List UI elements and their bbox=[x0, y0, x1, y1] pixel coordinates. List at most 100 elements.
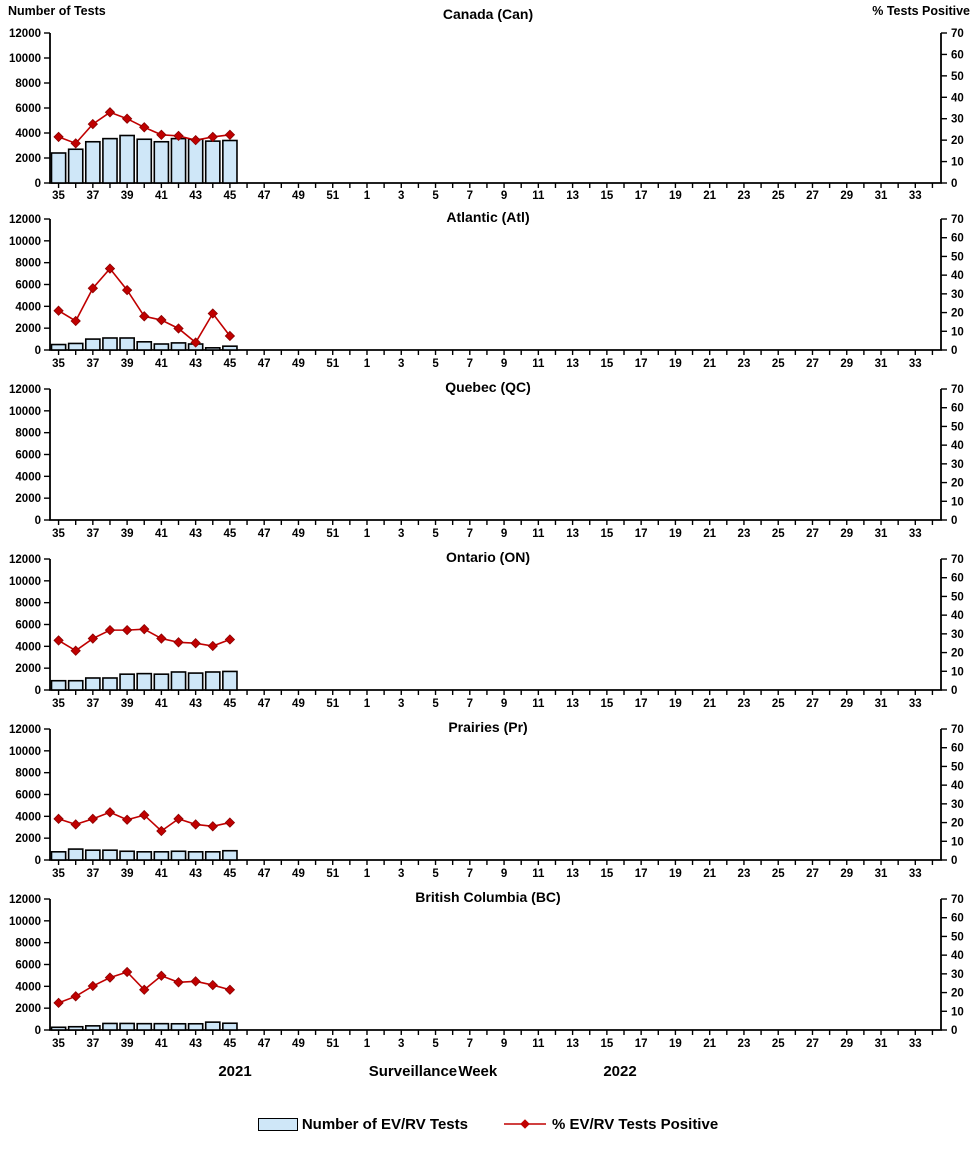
bar-week-40 bbox=[136, 341, 153, 351]
svg-text:9: 9 bbox=[501, 1038, 507, 1050]
svg-text:70: 70 bbox=[951, 384, 964, 396]
svg-text:47: 47 bbox=[258, 528, 271, 540]
x-axis-title: Surveillance Week bbox=[368, 1063, 498, 1080]
svg-text:1: 1 bbox=[364, 528, 371, 540]
bar-week-36 bbox=[67, 1025, 84, 1031]
pct-positive-marker-week-44 bbox=[207, 821, 218, 832]
pct-positive-marker-week-44 bbox=[207, 131, 218, 143]
svg-text:12000: 12000 bbox=[9, 214, 41, 226]
bar-week-41 bbox=[153, 1022, 170, 1031]
svg-text:70: 70 bbox=[951, 214, 964, 226]
pct-positive-marker-week-41 bbox=[156, 314, 167, 326]
svg-text:29: 29 bbox=[840, 868, 853, 880]
svg-text:0: 0 bbox=[35, 515, 41, 527]
svg-text:4000: 4000 bbox=[15, 301, 41, 313]
svg-text:7: 7 bbox=[467, 1038, 473, 1050]
svg-text:29: 29 bbox=[840, 698, 853, 710]
svg-text:49: 49 bbox=[292, 528, 305, 540]
bar-week-40 bbox=[136, 138, 153, 184]
bar-week-45 bbox=[222, 1022, 238, 1031]
bar-week-36 bbox=[67, 342, 84, 351]
svg-text:19: 19 bbox=[669, 528, 682, 540]
chart-svg: 35 37 39 41 43 45 47 49 51 1 3 5 7 9 11 13 15 17 19 21 23 25 2… bbox=[9, 554, 964, 710]
bar-week-39 bbox=[119, 673, 135, 691]
bar-week-41 bbox=[153, 343, 170, 351]
pct-positive-marker-week-41 bbox=[156, 970, 167, 981]
bar-week-38 bbox=[102, 677, 118, 691]
pct-positive-marker-week-45 bbox=[224, 330, 236, 342]
svg-text:30: 30 bbox=[951, 459, 964, 471]
pct-positive-marker-week-37 bbox=[87, 118, 99, 130]
svg-text:60: 60 bbox=[951, 913, 964, 925]
svg-text:6000: 6000 bbox=[15, 960, 41, 972]
svg-text:5: 5 bbox=[432, 698, 439, 710]
svg-text:10: 10 bbox=[951, 496, 964, 508]
pct-positive-marker-week-40 bbox=[139, 311, 150, 322]
year-label-2021: 2021 bbox=[218, 1063, 252, 1080]
bar-week-44 bbox=[204, 140, 221, 184]
svg-text:40: 40 bbox=[951, 92, 964, 104]
svg-text:43: 43 bbox=[189, 1038, 202, 1050]
bar-week-44 bbox=[204, 347, 221, 351]
bar-week-45 bbox=[222, 849, 238, 861]
svg-text:9: 9 bbox=[501, 528, 507, 540]
pct-positive-marker-week-43 bbox=[190, 337, 201, 348]
bar-week-39 bbox=[119, 850, 135, 861]
svg-text:6000: 6000 bbox=[15, 103, 41, 115]
pct-positive-marker-week-44 bbox=[207, 640, 218, 652]
svg-text:10000: 10000 bbox=[9, 576, 41, 588]
svg-text:29: 29 bbox=[840, 190, 853, 202]
svg-text:17: 17 bbox=[635, 528, 648, 540]
pct-positive-marker-week-39 bbox=[121, 113, 133, 124]
svg-text:21: 21 bbox=[703, 1038, 716, 1050]
svg-text:51: 51 bbox=[326, 1038, 339, 1050]
svg-text:51: 51 bbox=[326, 528, 339, 540]
svg-text:1: 1 bbox=[364, 1038, 371, 1050]
svg-text:10000: 10000 bbox=[9, 406, 41, 418]
svg-text:40: 40 bbox=[951, 780, 964, 792]
svg-text:8000: 8000 bbox=[15, 598, 41, 610]
bar-week-38 bbox=[102, 1022, 118, 1031]
pct-positive-marker-week-36 bbox=[70, 138, 81, 149]
svg-text:41: 41 bbox=[155, 868, 168, 880]
pct-positive-marker-week-45 bbox=[224, 817, 236, 828]
pct-positive-marker-week-35 bbox=[53, 305, 64, 316]
svg-text:13: 13 bbox=[566, 358, 579, 370]
svg-text:50: 50 bbox=[951, 251, 964, 263]
svg-text:27: 27 bbox=[806, 358, 819, 370]
svg-text:35: 35 bbox=[52, 868, 65, 880]
bar-week-35 bbox=[50, 679, 67, 691]
svg-text:35: 35 bbox=[52, 1038, 65, 1050]
svg-text:21: 21 bbox=[703, 698, 716, 710]
pct-positive-marker-week-36 bbox=[70, 645, 81, 656]
pct-positive-marker-week-42 bbox=[173, 813, 184, 824]
svg-text:50: 50 bbox=[951, 421, 964, 433]
pct-positive-marker-week-39 bbox=[121, 624, 133, 636]
svg-text:0: 0 bbox=[951, 685, 957, 697]
svg-text:6000: 6000 bbox=[15, 280, 41, 292]
x-axis-footer: 2021 Surveillance Week 2022 bbox=[0, 1057, 976, 1095]
svg-text:20: 20 bbox=[951, 478, 964, 490]
bar-week-43 bbox=[187, 1022, 204, 1031]
svg-text:35: 35 bbox=[52, 190, 65, 202]
pct-positive-marker-week-43 bbox=[190, 134, 201, 146]
svg-text:10: 10 bbox=[951, 326, 964, 338]
svg-text:3: 3 bbox=[398, 1038, 404, 1050]
bar-week-37 bbox=[84, 1025, 101, 1031]
panel-title: Canada (Can) bbox=[442, 6, 534, 22]
pct-positive-marker-week-39 bbox=[121, 966, 133, 978]
svg-text:43: 43 bbox=[189, 698, 202, 710]
panel-atlantic-atl: Atlantic (Atl) 35 37 39 41 43 45 47 49 51 1 3 5 7 9 11 1… bbox=[0, 207, 976, 377]
pct-positive-marker-week-36 bbox=[70, 315, 81, 327]
svg-text:31: 31 bbox=[875, 1038, 888, 1050]
pct-positive-marker-week-40 bbox=[139, 122, 150, 133]
svg-text:33: 33 bbox=[909, 190, 922, 202]
pct-positive-marker-week-38 bbox=[104, 107, 116, 118]
svg-text:39: 39 bbox=[121, 868, 134, 880]
svg-text:9: 9 bbox=[501, 190, 507, 202]
chart-svg: 35 37 39 41 43 45 47 49 51 1 3 5 7 9 11 13 15 17 19 21 23 25 2… bbox=[9, 894, 964, 1050]
pct-positive-marker-week-44 bbox=[207, 308, 218, 319]
svg-text:51: 51 bbox=[326, 190, 339, 202]
svg-text:12000: 12000 bbox=[9, 724, 41, 736]
